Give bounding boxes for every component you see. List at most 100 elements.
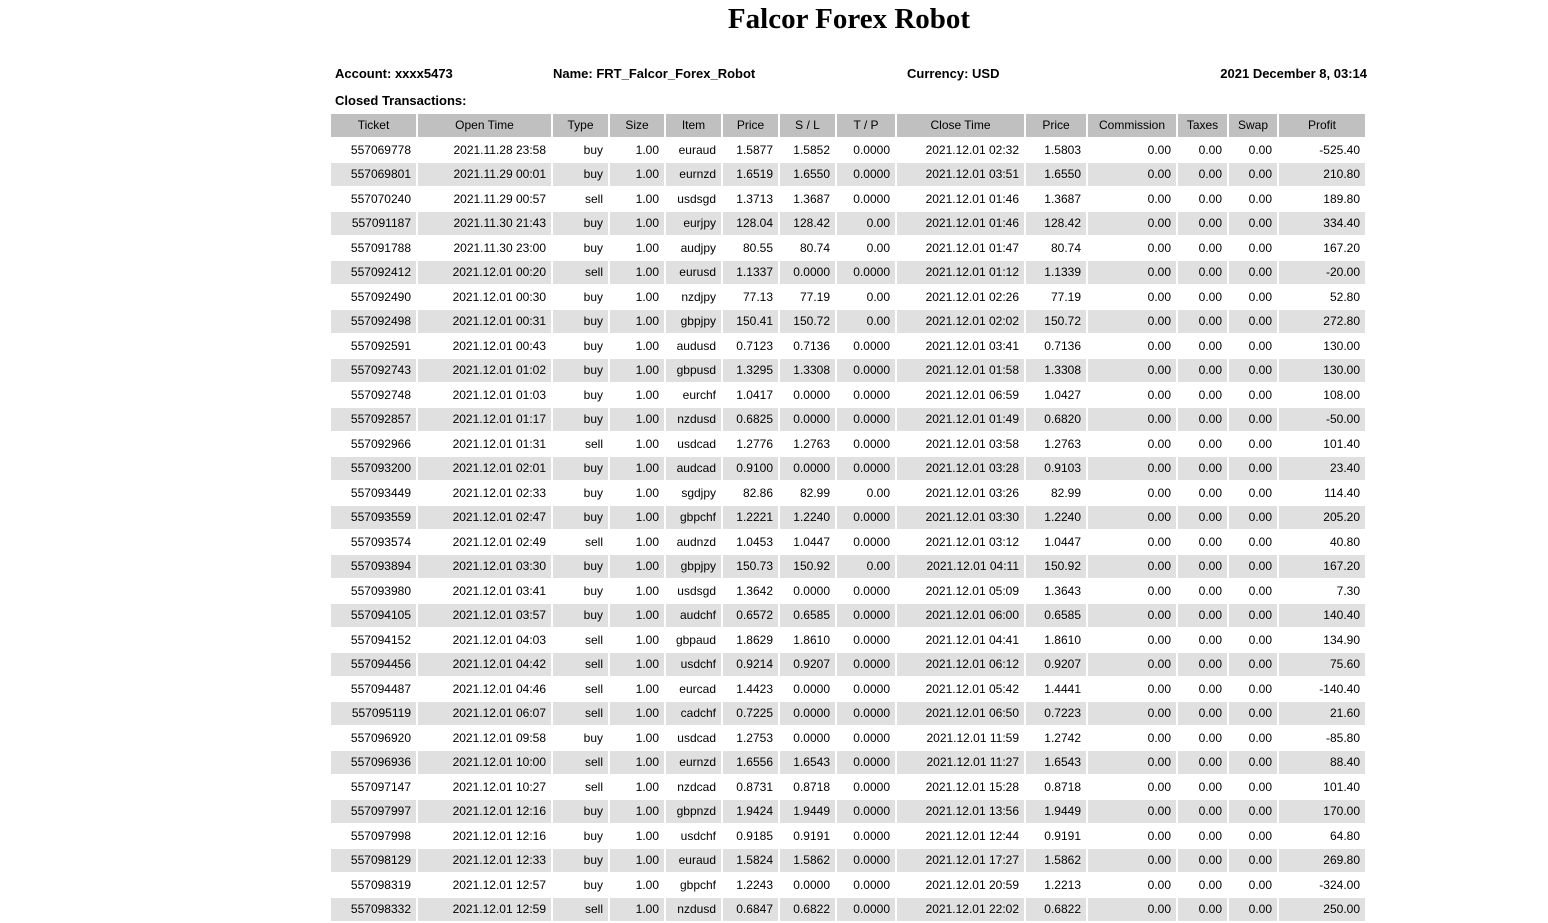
cell-open_time: 2021.12.01 01:03 [418,383,551,406]
cell-profit: -20.00 [1279,261,1365,284]
cell-swap: 0.00 [1229,138,1277,161]
cell-sl: 0.0000 [780,873,835,896]
cell-tp: 0.0000 [837,677,895,700]
cell-item: audchf [666,604,721,627]
cell-profit: 88.40 [1279,751,1365,774]
cell-type: buy [553,408,608,431]
cell-size: 1.00 [610,187,664,210]
cell-size: 1.00 [610,873,664,896]
cell-commission: 0.00 [1088,236,1176,259]
cell-sl: 150.72 [780,310,835,333]
cell-tp: 0.00 [837,310,895,333]
cell-size: 1.00 [610,775,664,798]
cell-sl: 150.92 [780,555,835,578]
cell-open_time: 2021.12.01 02:47 [418,506,551,529]
cell-close_price: 0.6820 [1026,408,1086,431]
cell-price: 0.6847 [723,898,778,921]
cell-profit: 23.40 [1279,457,1365,480]
cell-size: 1.00 [610,579,664,602]
cell-type: buy [553,873,608,896]
cell-close_price: 0.7136 [1026,334,1086,357]
cell-size: 1.00 [610,457,664,480]
table-row: 557092490 2021.12.01 00:30 buy 1.00 nzdjpy 77… [331,285,1365,308]
cell-item: gbpaud [666,628,721,651]
cell-sl: 1.3687 [780,187,835,210]
cell-commission: 0.00 [1088,824,1176,847]
cell-taxes: 0.00 [1178,163,1227,186]
cell-ticket: 557091788 [331,236,416,259]
cell-commission: 0.00 [1088,579,1176,602]
cell-close_price: 1.4441 [1026,677,1086,700]
cell-close_price: 82.99 [1026,481,1086,504]
cell-price: 150.41 [723,310,778,333]
cell-price: 1.0417 [723,383,778,406]
cell-close_price: 0.6585 [1026,604,1086,627]
cell-taxes: 0.00 [1178,604,1227,627]
cell-close_price: 1.2742 [1026,726,1086,749]
column-header-profit: Profit [1279,114,1365,137]
cell-ticket: 557098319 [331,873,416,896]
cell-item: eurchf [666,383,721,406]
cell-close_time: 2021.12.01 03:30 [897,506,1024,529]
cell-commission: 0.00 [1088,432,1176,455]
cell-sl: 0.9207 [780,653,835,676]
cell-sl: 0.0000 [780,579,835,602]
cell-swap: 0.00 [1229,849,1277,872]
cell-swap: 0.00 [1229,898,1277,921]
cell-commission: 0.00 [1088,310,1176,333]
cell-price: 0.9185 [723,824,778,847]
cell-size: 1.00 [610,628,664,651]
cell-ticket: 557097998 [331,824,416,847]
cell-close_price: 1.6550 [1026,163,1086,186]
cell-close_time: 2021.12.01 11:27 [897,751,1024,774]
column-header-ticket: Ticket [331,114,416,137]
cell-profit: 108.00 [1279,383,1365,406]
cell-swap: 0.00 [1229,212,1277,235]
cell-sl: 0.9191 [780,824,835,847]
cell-price: 82.86 [723,481,778,504]
cell-size: 1.00 [610,163,664,186]
cell-sl: 77.19 [780,285,835,308]
cell-open_time: 2021.12.01 03:57 [418,604,551,627]
cell-item: eurnzd [666,163,721,186]
cell-size: 1.00 [610,334,664,357]
cell-close_price: 0.8718 [1026,775,1086,798]
cell-commission: 0.00 [1088,604,1176,627]
cell-type: sell [553,530,608,553]
cell-price: 1.9424 [723,800,778,823]
cell-size: 1.00 [610,726,664,749]
cell-commission: 0.00 [1088,800,1176,823]
cell-close_price: 77.19 [1026,285,1086,308]
cell-swap: 0.00 [1229,310,1277,333]
cell-tp: 0.0000 [837,775,895,798]
cell-ticket: 557093200 [331,457,416,480]
cell-commission: 0.00 [1088,187,1176,210]
cell-open_time: 2021.12.01 04:03 [418,628,551,651]
cell-price: 0.6572 [723,604,778,627]
cell-swap: 0.00 [1229,359,1277,382]
cell-size: 1.00 [610,261,664,284]
cell-close_price: 1.2240 [1026,506,1086,529]
cell-tp: 0.0000 [837,628,895,651]
cell-item: cadchf [666,702,721,725]
cell-item: eurusd [666,261,721,284]
cell-price: 128.04 [723,212,778,235]
cell-profit: -140.40 [1279,677,1365,700]
cell-type: sell [553,653,608,676]
cell-open_time: 2021.12.01 12:57 [418,873,551,896]
table-row: 557097997 2021.12.01 12:16 buy 1.00 gbpnzd 1.… [331,800,1365,823]
cell-ticket: 557092748 [331,383,416,406]
account-info-bar: Account: xxxx5473 Name: FRT_Falcor_Forex… [331,66,1367,81]
cell-open_time: 2021.12.01 12:16 [418,800,551,823]
cell-taxes: 0.00 [1178,702,1227,725]
cell-open_time: 2021.12.01 03:30 [418,555,551,578]
cell-taxes: 0.00 [1178,212,1227,235]
cell-tp: 0.0000 [837,432,895,455]
cell-sl: 82.99 [780,481,835,504]
cell-price: 1.5877 [723,138,778,161]
cell-type: buy [553,555,608,578]
cell-close_price: 0.6822 [1026,898,1086,921]
cell-item: usdsgd [666,187,721,210]
table-row: 557096936 2021.12.01 10:00 sell 1.00 eurnzd 1… [331,751,1365,774]
cell-close_time: 2021.12.01 06:59 [897,383,1024,406]
